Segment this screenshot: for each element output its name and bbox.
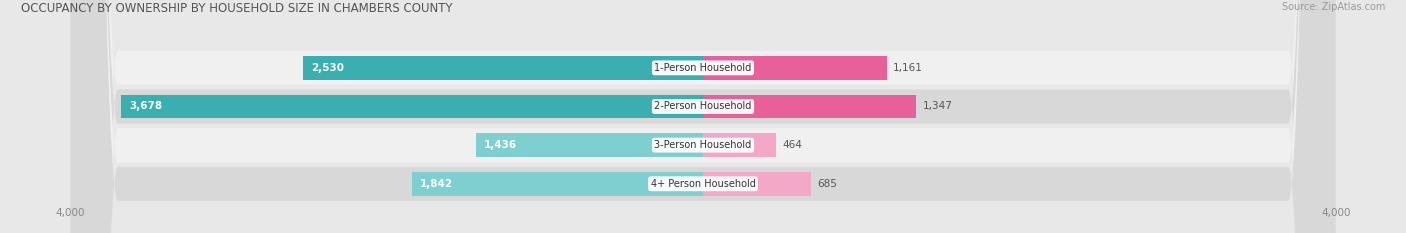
Text: 464: 464 [783, 140, 803, 150]
Text: 1,842: 1,842 [419, 179, 453, 189]
Bar [302, 56, 703, 80]
Bar [475, 133, 703, 157]
Bar [703, 95, 917, 118]
Text: 2-Person Household: 2-Person Household [654, 102, 752, 112]
Bar [703, 133, 776, 157]
Text: 2,530: 2,530 [311, 63, 343, 73]
Text: 4+ Person Household: 4+ Person Household [651, 179, 755, 189]
Bar [703, 172, 811, 196]
Text: OCCUPANCY BY OWNERSHIP BY HOUSEHOLD SIZE IN CHAMBERS COUNTY: OCCUPANCY BY OWNERSHIP BY HOUSEHOLD SIZE… [21, 2, 453, 15]
Text: 1-Person Household: 1-Person Household [654, 63, 752, 73]
Text: 1,161: 1,161 [893, 63, 922, 73]
FancyBboxPatch shape [70, 0, 1336, 233]
FancyBboxPatch shape [70, 0, 1336, 233]
FancyBboxPatch shape [70, 0, 1336, 233]
Text: 685: 685 [818, 179, 838, 189]
Text: 1,347: 1,347 [922, 102, 952, 112]
Bar [412, 172, 703, 196]
Text: 3,678: 3,678 [129, 102, 162, 112]
Bar [703, 56, 887, 80]
Text: 1,436: 1,436 [484, 140, 517, 150]
Bar [121, 95, 703, 118]
Text: Source: ZipAtlas.com: Source: ZipAtlas.com [1281, 2, 1385, 12]
FancyBboxPatch shape [70, 0, 1336, 233]
Text: 3-Person Household: 3-Person Household [654, 140, 752, 150]
